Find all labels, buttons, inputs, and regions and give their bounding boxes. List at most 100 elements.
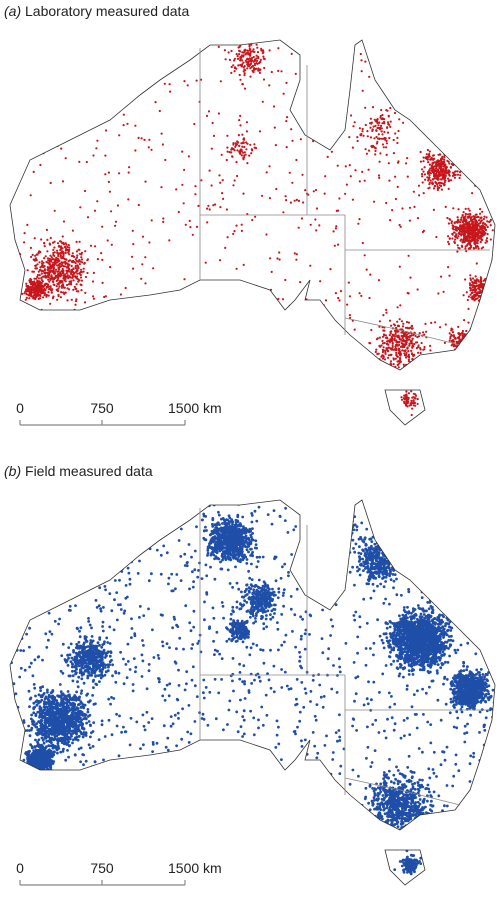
observation-point xyxy=(462,232,465,235)
observation-point xyxy=(395,351,398,354)
observation-point xyxy=(310,322,313,325)
observation-point xyxy=(233,57,236,60)
observation-point xyxy=(361,130,364,133)
observation-point xyxy=(377,731,381,734)
observation-point xyxy=(325,734,328,738)
observation-point xyxy=(295,330,298,333)
observation-point xyxy=(28,665,31,669)
observation-point xyxy=(68,248,71,251)
observation-point xyxy=(25,771,29,775)
observation-point xyxy=(38,866,41,870)
observation-point xyxy=(378,320,381,323)
observation-point xyxy=(20,830,24,834)
observation-point xyxy=(69,642,73,646)
observation-point xyxy=(201,314,204,317)
observation-point xyxy=(45,646,49,649)
observation-point xyxy=(453,176,457,179)
observation-point xyxy=(137,868,141,871)
observation-point xyxy=(115,544,118,548)
observation-point xyxy=(110,416,113,419)
observation-point xyxy=(40,270,43,273)
observation-point xyxy=(467,213,470,216)
observation-point xyxy=(36,525,40,529)
observation-point xyxy=(429,167,432,170)
observation-point xyxy=(467,207,470,210)
observation-point xyxy=(410,413,413,417)
observation-point xyxy=(241,63,244,66)
observation-point xyxy=(307,552,311,556)
observation-point xyxy=(447,235,450,238)
observation-point xyxy=(25,292,28,296)
observation-point xyxy=(211,378,214,382)
observation-point xyxy=(463,724,467,728)
observation-point xyxy=(445,68,448,71)
observation-point xyxy=(257,314,260,317)
observation-point xyxy=(491,288,494,291)
observation-point xyxy=(304,859,308,863)
observation-point xyxy=(80,258,84,261)
observation-point xyxy=(297,326,300,329)
observation-point xyxy=(436,515,440,519)
observation-point xyxy=(469,713,472,717)
observation-point xyxy=(47,84,50,87)
observation-point xyxy=(221,192,224,195)
observation-point xyxy=(10,612,13,616)
observation-point xyxy=(309,804,313,807)
observation-point xyxy=(99,607,102,611)
observation-point xyxy=(382,601,386,605)
observation-point xyxy=(279,576,283,580)
observation-point xyxy=(431,561,434,565)
observation-point xyxy=(239,114,242,117)
observation-point xyxy=(42,284,46,287)
observation-point xyxy=(105,308,108,311)
observation-point xyxy=(13,613,16,617)
observation-point xyxy=(249,709,253,713)
observation-point xyxy=(483,336,486,339)
observation-point xyxy=(239,57,242,61)
observation-point xyxy=(389,360,393,363)
observation-point xyxy=(390,58,393,61)
observation-point xyxy=(291,323,294,326)
observation-point xyxy=(419,150,422,154)
observation-point xyxy=(319,695,323,699)
observation-point xyxy=(482,346,485,349)
observation-point xyxy=(482,291,485,294)
observation-point xyxy=(402,675,405,679)
observation-point xyxy=(351,724,354,728)
observation-point xyxy=(432,829,436,833)
observation-point xyxy=(378,137,381,140)
observation-point xyxy=(295,775,299,778)
observation-point xyxy=(307,306,310,310)
observation-point xyxy=(295,158,298,162)
observation-point xyxy=(206,786,209,790)
observation-point xyxy=(482,825,486,829)
observation-point xyxy=(396,336,399,339)
observation-point xyxy=(475,279,478,282)
observation-point xyxy=(403,501,407,505)
observation-point xyxy=(475,559,479,563)
observation-point xyxy=(397,330,400,333)
observation-point xyxy=(159,572,163,576)
observation-point xyxy=(147,344,150,347)
observation-point xyxy=(136,549,140,553)
observation-point xyxy=(180,737,184,741)
observation-point xyxy=(477,230,480,233)
observation-point xyxy=(481,233,484,236)
observation-point xyxy=(455,571,459,575)
observation-point xyxy=(393,868,397,871)
observation-point xyxy=(92,790,95,794)
observation-point xyxy=(346,52,349,55)
observation-point xyxy=(238,119,241,122)
observation-point xyxy=(458,347,461,350)
observation-point xyxy=(482,291,485,294)
observation-point xyxy=(479,212,482,215)
observation-point xyxy=(466,66,469,69)
observation-point xyxy=(467,236,470,239)
observation-point xyxy=(465,227,468,230)
observation-point xyxy=(492,615,495,618)
observation-point xyxy=(55,857,59,861)
observation-point xyxy=(213,653,216,656)
observation-point xyxy=(485,300,488,303)
observation-point xyxy=(298,655,302,659)
observation-point xyxy=(193,568,197,572)
